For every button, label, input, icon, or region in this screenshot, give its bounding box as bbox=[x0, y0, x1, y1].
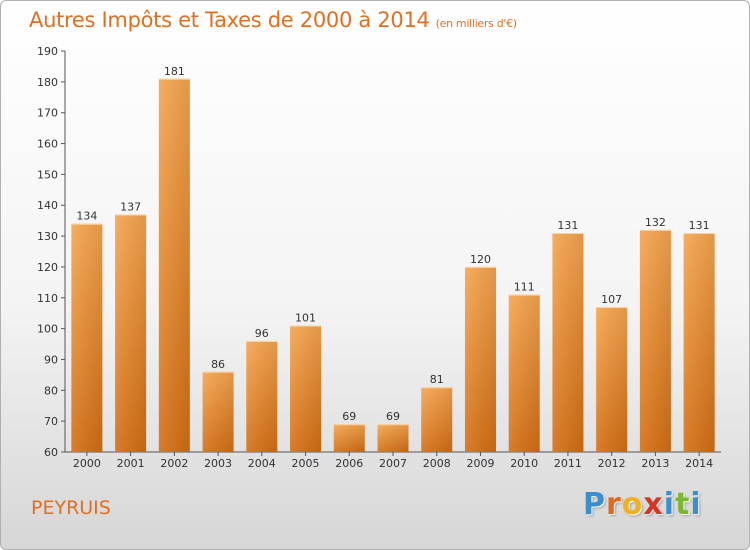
value-label-2002: 181 bbox=[164, 65, 185, 78]
y-tick-label: 90 bbox=[44, 353, 58, 366]
x-tick-label-2000: 2000 bbox=[73, 457, 101, 470]
bar-shade-2007 bbox=[377, 424, 409, 452]
bar-shade-2013 bbox=[639, 229, 671, 452]
chart-title: Autres Impôts et Taxes de 2000 à 2014 (en… bbox=[29, 8, 517, 32]
x-tick-label-2006: 2006 bbox=[335, 457, 363, 470]
y-tick-label: 160 bbox=[37, 138, 58, 151]
bar-shade-2008 bbox=[421, 387, 453, 452]
x-tick-label-2013: 2013 bbox=[641, 457, 669, 470]
bar-shade-2014 bbox=[683, 232, 715, 452]
chart-title-text: Autres Impôts et Taxes de 2000 à 2014 bbox=[29, 8, 430, 32]
value-label-2010: 111 bbox=[514, 281, 535, 294]
y-tick-label: 140 bbox=[37, 199, 58, 212]
y-tick-label: 100 bbox=[37, 323, 58, 336]
y-tick-label: 80 bbox=[44, 384, 58, 397]
x-tick-label-2010: 2010 bbox=[510, 457, 538, 470]
x-tick-label-2014: 2014 bbox=[685, 457, 713, 470]
bar-shade-2006 bbox=[333, 424, 365, 452]
logo-letter: r bbox=[606, 487, 622, 522]
value-label-2011: 131 bbox=[557, 219, 578, 232]
x-tick-label-2001: 2001 bbox=[117, 457, 145, 470]
chart-unit: (en milliers d'€) bbox=[435, 17, 517, 30]
y-tick-label: 110 bbox=[37, 292, 58, 305]
logo-letter: i bbox=[690, 487, 702, 522]
y-tick-label: 120 bbox=[37, 261, 58, 274]
bars: 134 137 181 86 96 101 69 69 81 120 111 131 107 132 131 bbox=[71, 65, 715, 452]
x-tick-label-2002: 2002 bbox=[160, 457, 188, 470]
x-tick-label-2005: 2005 bbox=[292, 457, 320, 470]
value-label-2012: 107 bbox=[601, 293, 622, 306]
bar-shade-2001 bbox=[115, 214, 147, 452]
logo-letter: o bbox=[621, 487, 644, 522]
x-tick-label-2003: 2003 bbox=[204, 457, 232, 470]
x-tick-label-2007: 2007 bbox=[379, 457, 407, 470]
logo-letter: P bbox=[583, 487, 606, 522]
value-label-2014: 131 bbox=[689, 219, 710, 232]
axes: 60 70 80 90 100 110 120 130 140 150 160 170 180 190 20… bbox=[37, 45, 721, 470]
bar-shade-2009 bbox=[464, 266, 496, 452]
y-tick-label: 60 bbox=[44, 446, 58, 459]
value-label-2008: 81 bbox=[430, 373, 444, 386]
proxiti-logo: Proxiti bbox=[583, 487, 702, 522]
x-tick-label-2011: 2011 bbox=[554, 457, 582, 470]
logo-letter: t bbox=[675, 487, 691, 522]
commune-name: PEYRUIS bbox=[31, 497, 111, 519]
bar-shade-2005 bbox=[290, 325, 322, 452]
y-tick-label: 190 bbox=[37, 45, 58, 58]
x-tick-label-2012: 2012 bbox=[598, 457, 626, 470]
logo-letter: i bbox=[663, 487, 676, 522]
value-label-2000: 134 bbox=[76, 210, 97, 223]
value-label-2003: 86 bbox=[211, 358, 225, 371]
bar-shade-2010 bbox=[508, 294, 540, 452]
bar-shade-2011 bbox=[552, 232, 584, 452]
value-label-2009: 120 bbox=[470, 253, 491, 266]
bar-shade-2012 bbox=[596, 307, 628, 452]
x-tick-label-2004: 2004 bbox=[248, 457, 276, 470]
value-label-2005: 101 bbox=[295, 312, 316, 325]
y-tick-label: 150 bbox=[37, 168, 58, 181]
y-tick-label: 180 bbox=[37, 76, 58, 89]
bar-shade-2003 bbox=[202, 371, 234, 452]
y-tick-label: 170 bbox=[37, 107, 58, 120]
y-tick-label: 130 bbox=[37, 230, 58, 243]
x-tick-label-2009: 2009 bbox=[466, 457, 494, 470]
logo-letter: x bbox=[643, 487, 664, 522]
value-label-2013: 132 bbox=[645, 216, 666, 229]
bar-shade-2002 bbox=[158, 78, 190, 452]
value-label-2006: 69 bbox=[342, 410, 356, 423]
y-tick-label: 70 bbox=[44, 415, 58, 428]
value-label-2004: 96 bbox=[255, 327, 269, 340]
value-label-2007: 69 bbox=[386, 410, 400, 423]
value-label-2001: 137 bbox=[120, 200, 141, 213]
bar-shade-2000 bbox=[71, 223, 103, 452]
x-tick-label-2008: 2008 bbox=[423, 457, 451, 470]
bar-shade-2004 bbox=[246, 340, 278, 452]
